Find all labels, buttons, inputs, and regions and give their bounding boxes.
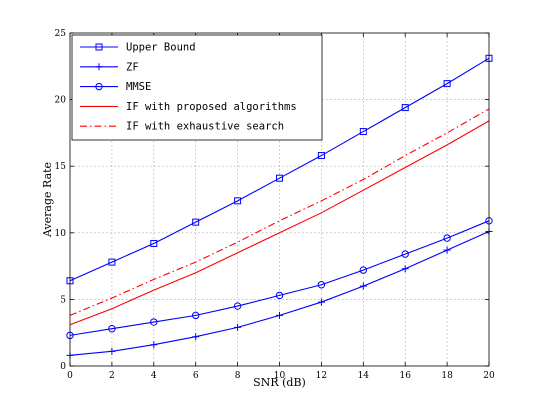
series-4 [69, 120, 490, 326]
legend-entry-label: MMSE [126, 81, 151, 93]
legend-entry-label: IF with exhaustive search [126, 121, 284, 133]
y-tick-label: 15 [55, 162, 67, 172]
x-tick-label: 16 [399, 371, 411, 381]
series-5 [69, 108, 490, 316]
data-point [401, 250, 409, 258]
axis-ticks: 0 2 4 6 8 10 12 14 16 18 20 0 5 10 15 20 25 [55, 29, 495, 381]
data-point [108, 258, 116, 266]
x-axis-title: SNR (dB) [253, 376, 306, 389]
series-line [69, 220, 490, 336]
legend-entry-label: ZF [126, 61, 139, 73]
x-tick-label: 20 [483, 371, 495, 381]
y-tick-label: 20 [55, 96, 67, 106]
legend: Upper Bound ZF MMSE IF with proposed algori… [71, 34, 323, 141]
legend-marker [95, 82, 103, 91]
data-point [317, 152, 325, 160]
data-point [443, 246, 451, 254]
y-tick-label: 10 [55, 229, 67, 239]
data-point [233, 302, 242, 310]
legend-box [71, 34, 323, 141]
data-point [234, 323, 242, 331]
y-tick-label: 0 [60, 362, 66, 372]
data-point [150, 341, 158, 349]
data-point [150, 239, 158, 247]
data-point [317, 281, 326, 289]
data-point [359, 266, 367, 274]
legend-marker [95, 43, 103, 51]
data-point [276, 311, 283, 319]
y-tick-label: 25 [55, 29, 67, 39]
legend-marker [95, 63, 103, 71]
data-point [192, 218, 200, 226]
data-point [443, 234, 451, 242]
data-point [276, 174, 283, 182]
data-point [359, 282, 367, 290]
data-point [234, 197, 242, 205]
data-point [108, 347, 116, 355]
y-axis-title: Average Rate [41, 162, 54, 238]
series-line [69, 57, 490, 282]
legend-entry-label: Upper Bound [126, 42, 196, 54]
x-tick-label: 0 [67, 371, 73, 381]
x-tick-label: 18 [441, 371, 453, 381]
data-point [401, 265, 409, 273]
x-tick-label: 6 [193, 371, 199, 381]
data-point [401, 104, 409, 112]
x-tick-label: 12 [316, 371, 327, 381]
data-point [108, 325, 116, 333]
data-point [150, 318, 158, 326]
x-tick-label: 14 [358, 371, 370, 381]
legend-entry-label: IF with proposed algorithms [126, 101, 297, 113]
x-tick-label: 2 [109, 371, 115, 381]
data-point [317, 298, 325, 306]
data-point [359, 128, 367, 136]
series-line [69, 108, 490, 316]
data-point [275, 291, 284, 300]
x-tick-label: 8 [235, 371, 241, 381]
data-point [192, 311, 200, 320]
series-line [69, 120, 490, 326]
series-1 [66, 54, 493, 285]
data-point [192, 333, 200, 341]
x-tick-label: 4 [151, 371, 157, 381]
x-tick-label: 10 [274, 371, 286, 381]
data-point [443, 80, 451, 88]
y-tick-label: 5 [60, 295, 66, 305]
